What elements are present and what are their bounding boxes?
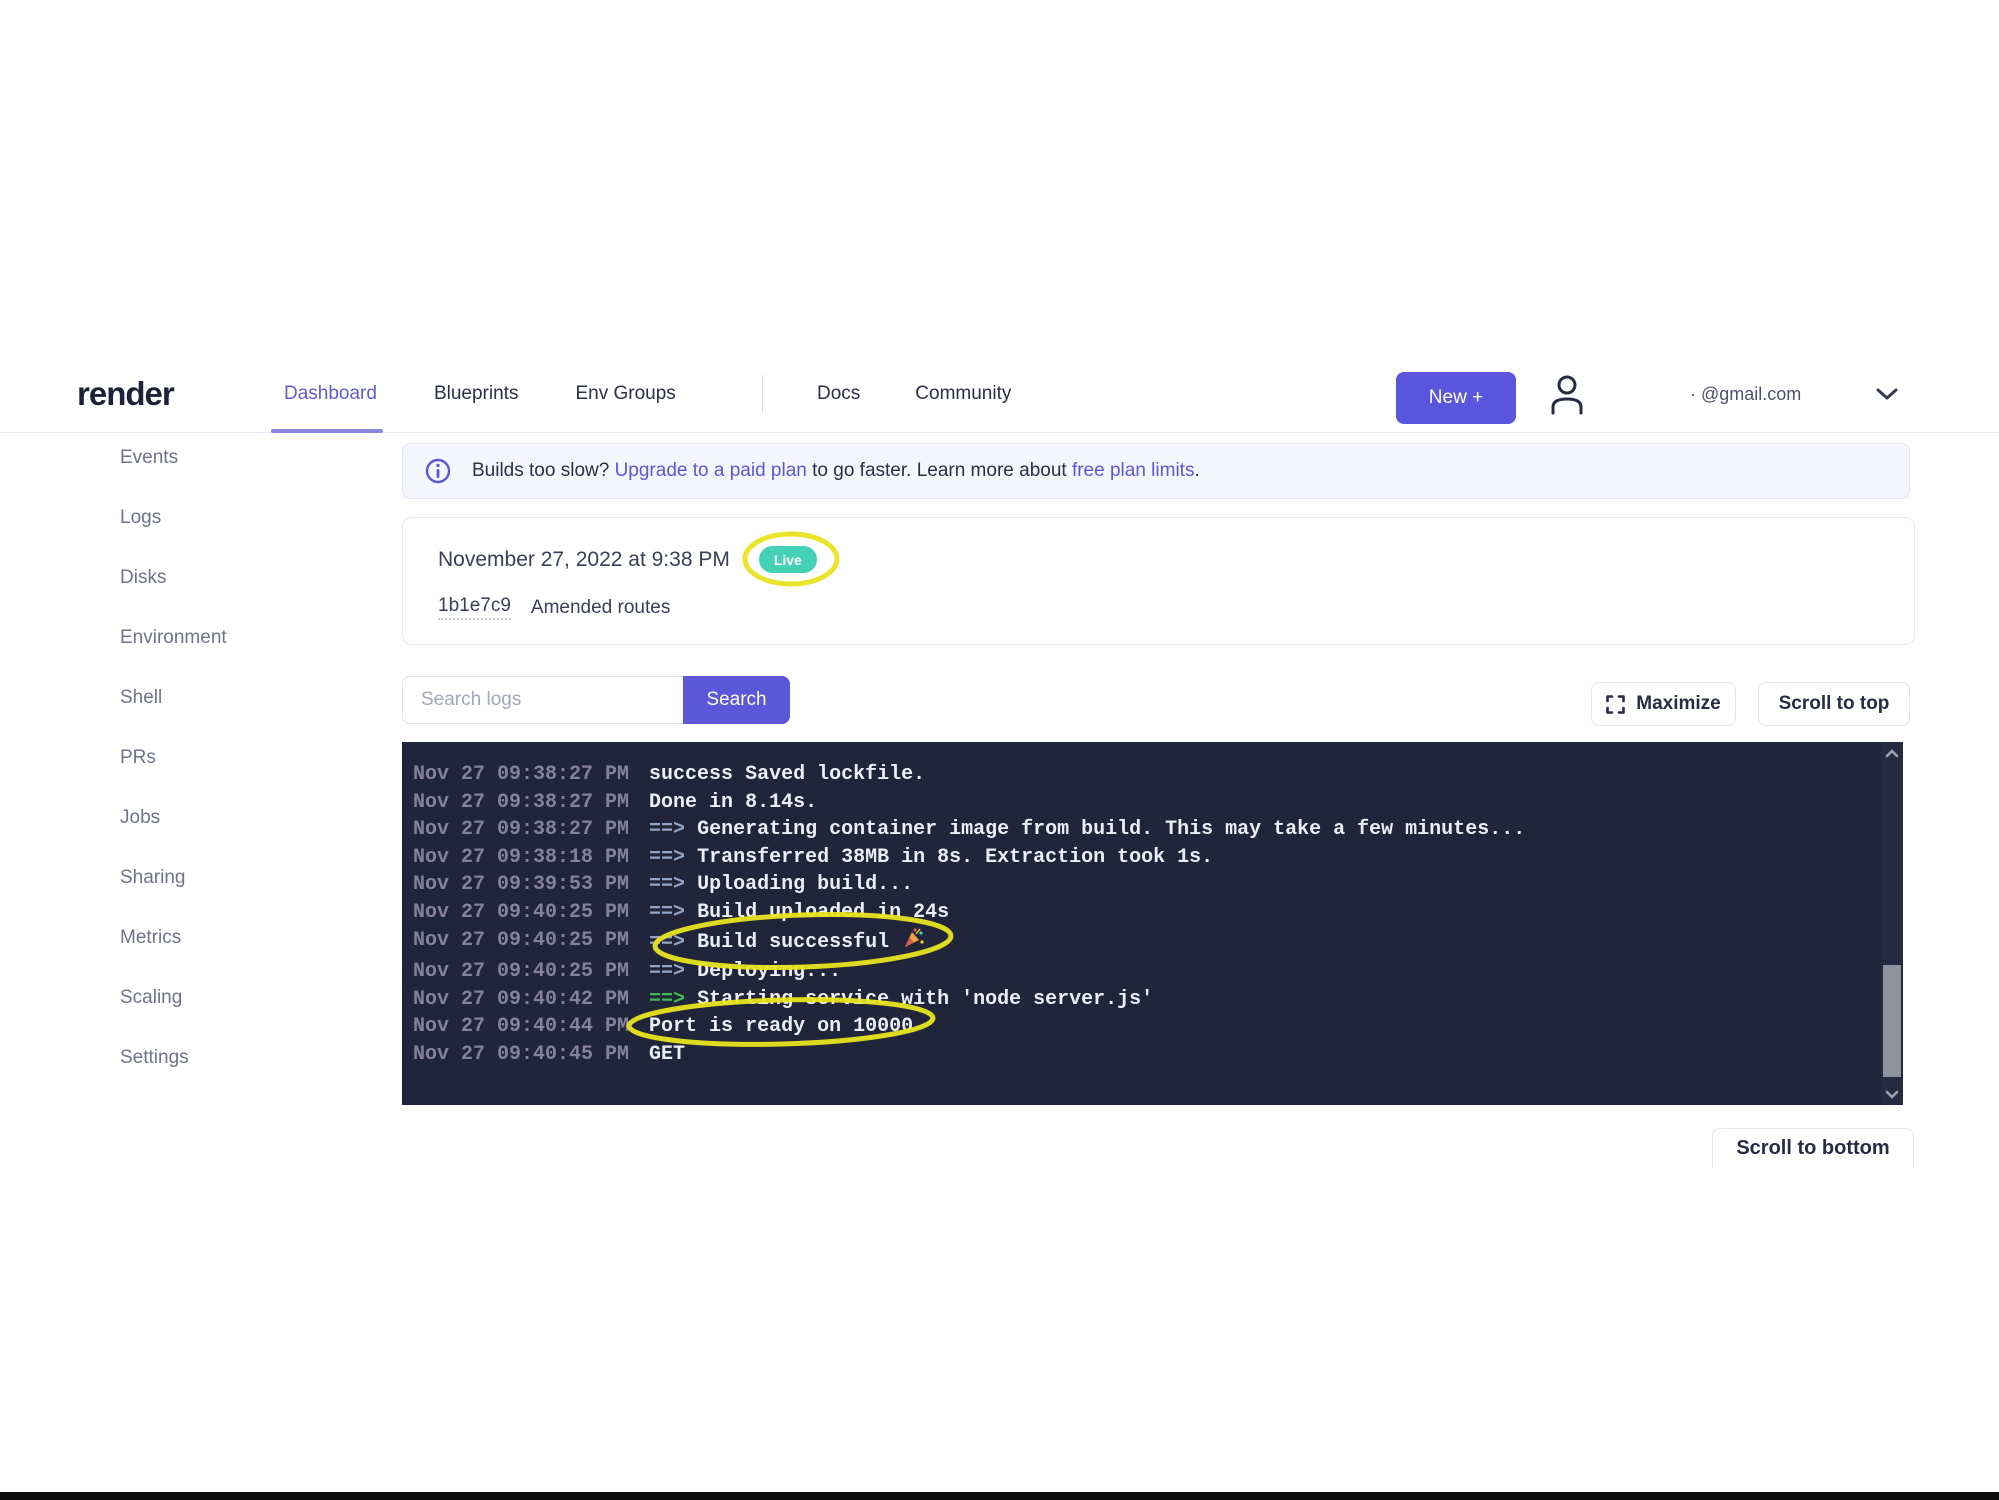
upgrade-banner: Builds too slow? Upgrade to a paid plan … <box>402 443 1910 499</box>
log-message: Build uploaded in 24s <box>697 900 950 924</box>
person-icon <box>1551 375 1583 415</box>
log-arrow: ==> <box>649 960 698 984</box>
banner-text: Builds too slow? Upgrade to a paid plan … <box>472 460 1200 481</box>
log-timestamp: Nov 27 09:38:27 PM <box>413 818 630 842</box>
scrollbar-up-arrow[interactable] <box>1881 744 1903 762</box>
nav-link[interactable]: Dashboard <box>271 355 383 433</box>
nav-link[interactable]: Docs <box>817 383 861 404</box>
log-terminal[interactable]: Nov 27 09:38:27 PM success Saved lockfil… <box>402 742 1903 1105</box>
log-line: Nov 27 09:38:18 PM ==> Transferred 38MB … <box>413 844 1869 872</box>
log-line: Nov 27 09:38:27 PM ==> Generating contai… <box>413 816 1869 844</box>
log-line: Nov 27 09:40:25 PM ==> Build uploaded in… <box>413 899 1869 927</box>
log-arrow: ==> <box>649 818 698 842</box>
page-bottom-bar <box>0 1492 1999 1500</box>
scroll-to-top-button[interactable]: Scroll to top <box>1758 682 1910 726</box>
log-timestamp: Nov 27 09:40:25 PM <box>413 960 630 984</box>
nav-link[interactable]: Community <box>915 383 1012 404</box>
new-button-label: New + <box>1428 387 1484 408</box>
sidebar-item[interactable]: Shell <box>120 687 163 708</box>
account-menu-chevron[interactable] <box>1874 385 1900 408</box>
log-line: Nov 27 09:40:45 PM GET <box>413 1041 1869 1069</box>
terminal-scrollbar[interactable] <box>1881 742 1903 1105</box>
upgrade-plan-link[interactable]: Upgrade to a paid plan <box>614 460 807 481</box>
user-avatar-icon[interactable] <box>1546 369 1588 421</box>
nav-links-left: Dashboard Blueprints Env Groups <box>271 355 676 433</box>
nav-links-right: Docs Community <box>817 355 1011 433</box>
sidebar-item[interactable]: Logs <box>120 507 162 528</box>
log-message: Port is ready on 10000 <box>649 1015 914 1039</box>
log-line: Nov 27 09:38:27 PM Done in 8.14s. <box>413 789 1869 817</box>
log-message: Done in 8.14s. <box>649 790 818 814</box>
log-timestamp: Nov 27 09:38:27 PM <box>413 763 630 786</box>
sidebar-item[interactable]: PRs <box>120 747 156 768</box>
new-service-button[interactable]: New + <box>1396 372 1516 424</box>
log-timestamp: Nov 27 09:40:42 PM <box>413 987 630 1011</box>
log-line: Nov 27 09:40:25 PM ==> Deploying... <box>413 958 1869 986</box>
service-sidebar: Events Logs Disks Environment Shell PRs <box>120 428 340 1088</box>
log-message: Starting service with 'node server.js' <box>697 987 1154 1011</box>
maximize-button[interactable]: Maximize <box>1591 682 1736 726</box>
log-message: Transferred 38MB in 8s. Extraction took … <box>697 845 1214 869</box>
sidebar-item[interactable]: Settings <box>120 1047 189 1068</box>
sidebar-item[interactable]: Scaling <box>120 987 183 1008</box>
log-arrow: ==> <box>649 900 698 924</box>
nav-link[interactable]: Env Groups <box>575 383 676 404</box>
log-message: GET <box>649 1042 686 1066</box>
free-plan-limits-link[interactable]: free plan limits <box>1071 460 1195 481</box>
scrollbar-thumb[interactable] <box>1883 965 1901 1077</box>
log-timestamp: Nov 27 09:40:45 PM <box>413 1042 630 1066</box>
party-popper-icon <box>903 927 925 959</box>
maximize-icon <box>1606 694 1626 714</box>
search-logs-input[interactable] <box>402 676 683 724</box>
top-nav: render Dashboard Blueprints Env Groups <box>0 355 1999 433</box>
deploy-date: November 27, 2022 at 9:38 PM <box>438 547 730 571</box>
commit-hash-link[interactable]: 1b1e7c9 <box>438 595 511 620</box>
log-line: Nov 27 09:39:53 PM ==> Uploading build..… <box>413 871 1869 899</box>
log-timestamp: Nov 27 09:40:25 PM <box>413 900 630 924</box>
log-lines: Nov 27 09:38:27 PM success Saved lockfil… <box>413 761 1869 1069</box>
live-status-badge: Live <box>758 546 817 573</box>
sidebar-item[interactable]: Environment <box>120 627 227 648</box>
log-arrow: ==> <box>649 930 698 954</box>
deploy-card: November 27, 2022 at 9:38 PM Live 1b1e7c… <box>402 517 1915 645</box>
chevron-down-icon <box>1876 388 1898 400</box>
log-message: Uploading build... <box>697 873 914 897</box>
log-timestamp: Nov 27 09:40:25 PM <box>413 928 630 952</box>
log-timestamp: Nov 27 09:38:18 PM <box>413 845 630 869</box>
log-arrow: ==> <box>649 987 698 1011</box>
log-arrow: ==> <box>649 873 698 897</box>
scroll-to-bottom-button[interactable]: Scroll to bottom <box>1712 1128 1914 1168</box>
sidebar-item[interactable]: Jobs <box>120 807 161 828</box>
log-arrow: ==> <box>649 845 698 869</box>
log-line: Nov 27 09:38:27 PM success Saved lockfil… <box>413 761 1869 789</box>
log-line: Nov 27 09:40:44 PM Port is ready on 1000… <box>413 1013 1869 1041</box>
sidebar-item[interactable]: Disks <box>120 567 167 588</box>
log-timestamp: Nov 27 09:39:53 PM <box>413 873 630 897</box>
nav-divider <box>762 375 763 413</box>
log-timestamp: Nov 27 09:38:27 PM <box>413 790 630 814</box>
nav-link[interactable]: Blueprints <box>433 383 519 404</box>
sidebar-item[interactable]: Sharing <box>120 867 186 888</box>
log-timestamp: Nov 27 09:40:44 PM <box>413 1015 630 1039</box>
sidebar-item[interactable]: Metrics <box>120 927 182 948</box>
log-message: Build successful <box>697 930 890 954</box>
log-message: Generating container image from build. T… <box>697 818 1526 842</box>
log-message: success Saved lockfile. <box>649 763 926 786</box>
account-email[interactable]: · @gmail.com <box>1690 383 1802 404</box>
log-line: Nov 27 09:40:25 PM ==> Build successful <box>413 927 1869 959</box>
sidebar-item[interactable]: Events <box>120 447 179 468</box>
info-icon <box>425 458 451 484</box>
log-message: Deploying... <box>697 960 842 984</box>
render-logo[interactable]: render <box>77 375 175 412</box>
log-line: Nov 27 09:40:42 PM ==> Starting service … <box>413 986 1869 1014</box>
scrollbar-down-arrow[interactable] <box>1881 1085 1903 1103</box>
commit-message: Amended routes <box>530 596 671 618</box>
search-button[interactable]: Search <box>683 676 790 724</box>
